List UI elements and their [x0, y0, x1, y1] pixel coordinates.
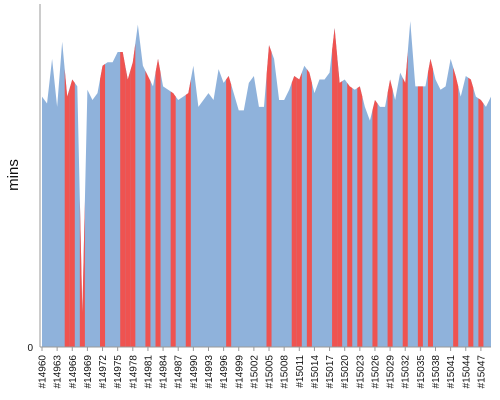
highlight-bar-14968: [79, 199, 85, 347]
y-tick-layer: 0: [27, 343, 33, 354]
highlight-bar-14972: [100, 64, 106, 347]
x-tick-label: #14963: [53, 355, 64, 389]
x-tick-label: #14960: [38, 355, 49, 389]
x-tick-label: #15035: [416, 355, 427, 389]
highlight-bar-15045: [468, 77, 474, 347]
highlight-bar-14978: [130, 43, 136, 347]
x-tick-label: #15017: [325, 355, 336, 389]
highlight-bar-15013: [306, 69, 312, 348]
x-tick-label: #15041: [446, 355, 457, 389]
highlight-bar-14983: [155, 58, 161, 347]
x-tick-label: #15002: [249, 355, 260, 389]
highlight-bar-14966: [69, 79, 75, 348]
highlight-bar-14986: [170, 91, 176, 347]
highlight-bar-14976: [120, 52, 126, 348]
highlight-bar-15032: [402, 52, 408, 348]
highlight-bar-15005: [266, 45, 272, 347]
highlight-bar-14997: [226, 76, 232, 347]
highlight-bar-15037: [427, 58, 433, 347]
highlight-bar-14989: [185, 79, 191, 348]
highlight-bar-15026: [372, 100, 378, 347]
highlight-bar-14977: [125, 65, 131, 348]
highlight-bar-15010: [291, 76, 297, 347]
x-tick-label: #15020: [340, 355, 351, 389]
highlight-bar-15021: [347, 82, 353, 347]
y-tick-label: 0: [27, 343, 33, 354]
x-tick-label: #14975: [113, 355, 124, 389]
x-tick-label: #14993: [204, 355, 215, 389]
x-tick-label: #15026: [370, 355, 381, 389]
x-tick-label: #15005: [265, 355, 276, 389]
x-tick-layer: #14960 #14963 #14966 #14969 #14972 #14975 #149…: [38, 347, 487, 389]
x-tick-label: #14969: [83, 355, 94, 389]
x-tick-label: #15038: [431, 355, 442, 389]
x-tick-label: #14966: [68, 355, 79, 389]
highlight-bar-15023: [357, 86, 363, 347]
highlight-bar-15019: [337, 55, 343, 347]
highlight-bar-15011: [296, 72, 302, 347]
highlight-bar-14981: [145, 70, 151, 347]
x-tick-label: #15023: [355, 355, 366, 389]
x-tick-label: #15011: [295, 355, 306, 388]
x-tick-label: #14990: [189, 355, 200, 389]
x-tick-label: #14984: [159, 355, 170, 389]
x-tick-label: #15044: [461, 355, 472, 389]
highlight-bar-layer: [64, 28, 484, 348]
x-tick-label: #14999: [234, 355, 245, 389]
x-tick-label: #15047: [476, 355, 487, 389]
x-tick-label: #14978: [128, 355, 139, 389]
highlight-bar-15029: [387, 79, 393, 348]
x-tick-label: #15008: [280, 355, 291, 389]
highlight-bar-15035: [417, 86, 423, 347]
x-tick-label: #14987: [174, 355, 185, 389]
x-tick-label: #15014: [310, 355, 321, 389]
x-tick-label: #15032: [401, 355, 412, 389]
highlight-bar-15047: [478, 98, 484, 347]
x-tick-label: #14981: [143, 355, 154, 389]
highlight-bar-15042: [453, 67, 459, 348]
highlight-bar-14965: [64, 69, 70, 348]
x-tick-label: #14972: [98, 355, 109, 389]
highlight-bar-15018: [332, 28, 338, 347]
x-tick-label: #14996: [219, 355, 230, 389]
x-tick-label: #15029: [386, 355, 397, 389]
y-axis-title: mins: [5, 159, 22, 191]
